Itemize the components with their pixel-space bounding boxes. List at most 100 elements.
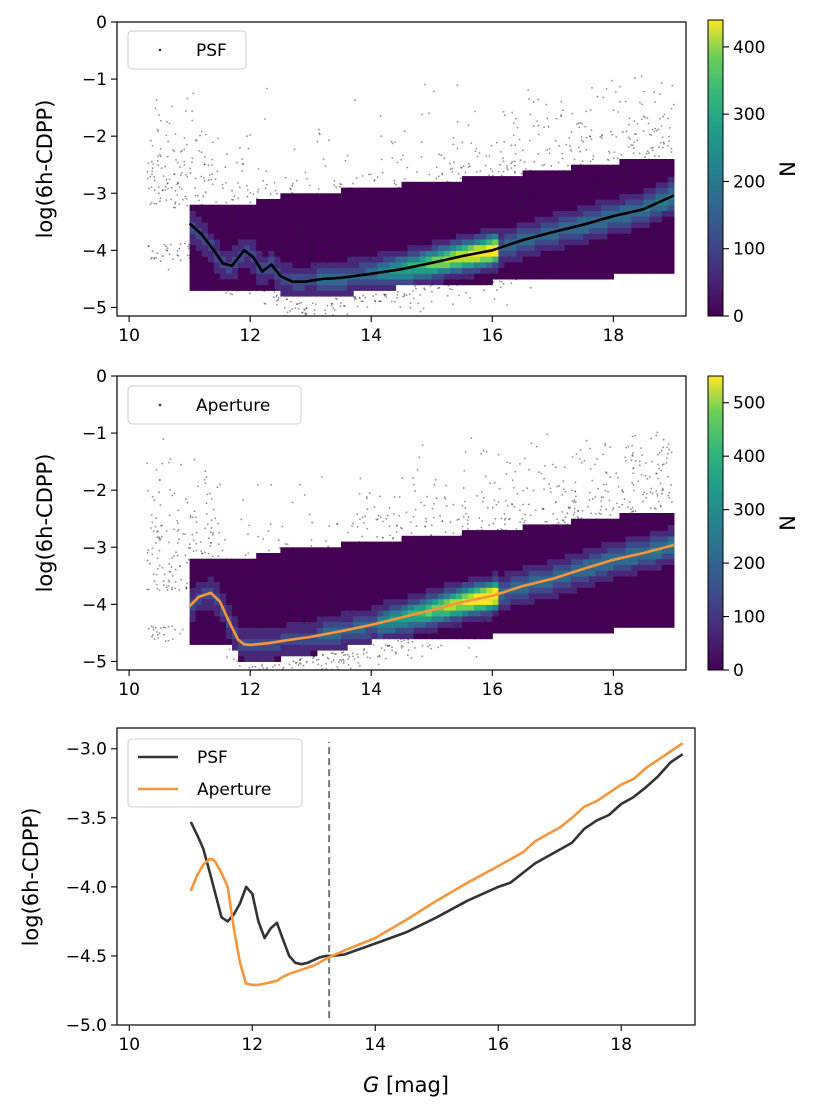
heatmap-cell xyxy=(232,570,239,577)
heatmap-cell xyxy=(643,261,651,269)
scatter-point xyxy=(172,258,174,260)
scatter-point xyxy=(582,247,585,250)
scatter-point xyxy=(234,238,236,241)
heatmap-cell xyxy=(232,592,239,600)
heatmap-cell xyxy=(480,632,487,640)
scatter-point xyxy=(202,259,205,262)
heatmap-cell xyxy=(661,615,669,623)
heatmap-cell xyxy=(449,199,457,206)
heatmap-cell xyxy=(516,535,524,543)
scatter-point xyxy=(318,128,320,131)
heatmap-cell xyxy=(613,547,621,554)
heatmap-cell xyxy=(625,604,633,611)
heatmap-cell xyxy=(238,210,245,217)
scatter-point xyxy=(421,444,424,447)
heatmap-cell xyxy=(347,564,354,571)
heatmap-cell xyxy=(256,250,263,257)
heatmap-cell xyxy=(377,632,384,640)
heatmap-cell xyxy=(667,564,675,571)
heatmap-cell xyxy=(189,210,197,217)
scatter-point xyxy=(366,306,369,308)
heatmap-cell xyxy=(661,216,669,223)
heatmap-cell xyxy=(522,210,530,217)
heatmap-cell xyxy=(413,587,421,594)
heatmap-cell xyxy=(316,290,324,297)
scatter-point xyxy=(432,233,435,236)
heatmap-cell xyxy=(250,627,257,634)
heatmap-cell xyxy=(189,564,197,571)
heatmap-cell xyxy=(492,256,499,263)
scatter-point xyxy=(409,227,412,230)
heatmap-cell xyxy=(655,204,663,211)
scatter-point xyxy=(480,186,483,189)
heatmap-cell xyxy=(298,244,306,251)
heatmap-cell xyxy=(238,204,245,211)
heatmap-cell xyxy=(577,615,584,623)
heatmap-cell xyxy=(401,558,409,565)
scatter-point xyxy=(225,292,228,294)
heatmap-cell xyxy=(613,261,621,269)
scatter-point xyxy=(226,558,228,561)
heatmap-cell xyxy=(322,587,330,594)
heatmap-cell xyxy=(607,615,614,623)
heatmap-cell xyxy=(304,284,312,291)
scatter-point xyxy=(596,458,598,460)
scatter-point xyxy=(335,211,337,214)
heatmap-cell xyxy=(595,558,602,565)
heatmap-cell xyxy=(401,216,409,223)
heatmap-cell xyxy=(226,558,233,565)
heatmap-cell xyxy=(595,204,602,211)
scatter-point xyxy=(183,163,186,166)
heatmap-cell xyxy=(292,604,300,611)
heatmap-cell xyxy=(649,233,657,240)
heatmap-cell xyxy=(437,615,445,623)
heatmap-cell xyxy=(613,570,621,577)
scatter-point xyxy=(642,228,645,231)
heatmap-cell xyxy=(280,290,288,297)
heatmap-cell xyxy=(504,530,512,537)
heatmap-cell xyxy=(552,244,560,251)
scatter-point xyxy=(501,280,503,283)
scatter-point xyxy=(178,186,181,189)
scatter-point xyxy=(328,139,330,142)
heatmap-cell xyxy=(625,221,633,229)
heatmap-cell xyxy=(619,547,627,554)
scatter-point xyxy=(369,173,372,176)
scatter-point xyxy=(313,245,315,248)
heatmap-cell xyxy=(286,644,294,651)
heatmap-cell xyxy=(244,261,251,269)
heatmap-cell xyxy=(607,221,614,229)
heatmap-cell xyxy=(365,604,372,611)
scatter-point xyxy=(342,654,345,657)
scatter-point xyxy=(494,203,496,205)
heatmap-cell xyxy=(577,598,584,605)
heatmap-cell xyxy=(395,261,403,269)
heatmap-cell xyxy=(625,164,633,171)
heatmap-cell xyxy=(213,238,221,246)
scatter-point xyxy=(668,497,671,499)
scatter-point xyxy=(451,171,454,173)
heatmap-cell xyxy=(564,244,572,251)
heatmap-cell xyxy=(238,575,245,583)
heatmap-cell xyxy=(389,284,397,291)
heatmap-cell xyxy=(564,587,572,594)
heatmap-cell xyxy=(419,558,427,565)
scatter-point xyxy=(456,284,459,286)
scatter-point xyxy=(383,229,386,232)
heatmap-cell xyxy=(280,193,288,200)
scatter-point xyxy=(538,199,540,202)
heatmap-cell xyxy=(371,187,378,194)
heatmap-cell xyxy=(462,632,469,640)
heatmap-cell xyxy=(540,273,548,280)
heatmap-cell xyxy=(449,632,457,640)
scatter-point xyxy=(237,182,239,184)
heatmap-cell xyxy=(619,621,627,628)
heatmap-cell xyxy=(262,553,269,560)
scatter-point xyxy=(151,635,153,638)
scatter-point xyxy=(609,514,612,516)
scatter-point xyxy=(168,178,171,181)
scatter-point xyxy=(403,130,406,133)
scatter-point xyxy=(162,175,165,178)
scatter-point xyxy=(298,257,301,260)
heatmap-cell xyxy=(498,598,506,605)
